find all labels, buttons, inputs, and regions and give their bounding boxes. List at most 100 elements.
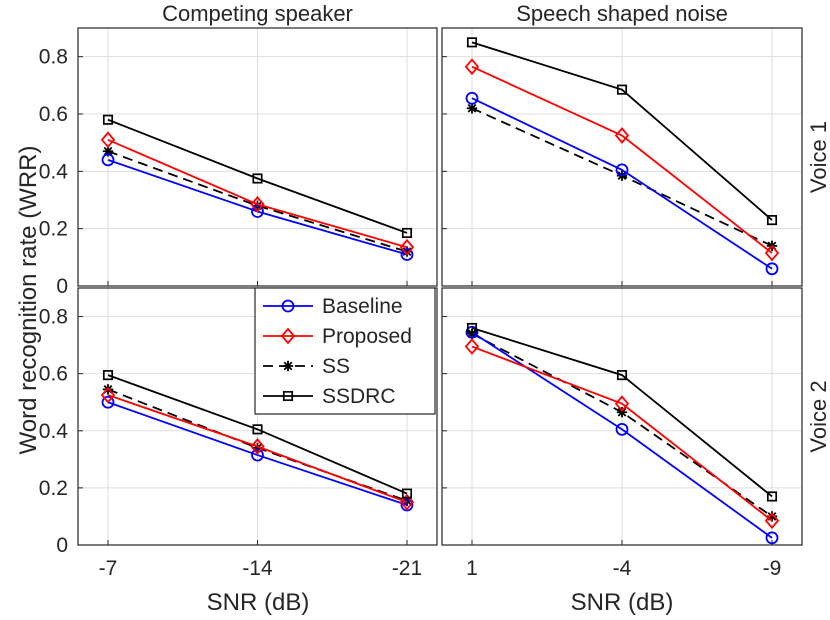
panel-r0c1-proposed-point-0	[464, 58, 480, 76]
row1-label: Voice 2	[806, 380, 830, 452]
panel-r0c1-series-ssdrc	[466, 37, 778, 226]
legend-proposed-label: Proposed	[322, 325, 412, 348]
panel-r1c0-proposed-line	[107, 394, 408, 504]
panel-r0c1-proposed-line	[471, 65, 773, 254]
panel-r0c0-ytick-label-3: 0.6	[39, 103, 68, 126]
panel-r1c1-proposed-point-2	[764, 512, 780, 530]
panel-r0c1-baseline-point-2	[765, 262, 779, 276]
panel-r0c1-baseline-point-0	[465, 91, 479, 105]
legend-ssdrc-marker	[282, 390, 294, 402]
panel-r1c0-ytick-label-2: 0.4	[39, 420, 69, 443]
panel-r0c1-series-proposed	[464, 58, 780, 262]
panel-r1c1-proposed-point-1	[614, 395, 630, 413]
panel-r0c0-ytick-label-1: 0.2	[39, 218, 68, 241]
panel-r1c0-baseline-line	[107, 401, 408, 506]
legend-ssdrc-label: SSDRC	[322, 385, 396, 408]
panel-r0c0-ssdrc-point-2	[401, 227, 413, 239]
panel-r1c0-ssdrc-line	[107, 374, 408, 495]
panel-r1c1-ss-point-0	[466, 328, 478, 339]
panel-r1c0-proposed-point-0	[100, 386, 116, 404]
panel-r1c1-series-proposed	[464, 338, 780, 530]
panel-r1c1-ssdrc-point-0	[466, 322, 478, 334]
panel-r1c0: 0 0.2 0.4 0.6 0.8 -7 -14 -21	[39, 287, 438, 580]
panel-r0c1-ssdrc-line	[471, 41, 773, 221]
panel-r1c1-baseline-point-0	[465, 325, 479, 339]
panel-r1c0-ytick-label-3: 0.6	[39, 363, 68, 386]
panel-r0c0-proposed-point-2	[399, 238, 415, 256]
panel-r0c0-proposed-line	[107, 138, 408, 249]
panel-r0c0-baseline-point-1	[251, 205, 264, 218]
panel-r1c1-ss-point-2	[766, 511, 778, 522]
panel-r1c0-xtick-label-2: -21	[392, 557, 422, 580]
legend-box	[254, 287, 436, 415]
panel-r1c1-xtick-label-2: -9	[763, 557, 782, 580]
panel-r0c1-series-baseline	[465, 91, 779, 276]
panel-r0c1-baseline-line	[471, 97, 773, 270]
panel-r0c0: 0 0.2 0.4 0.6 0.8 Competing speaker	[39, 1, 438, 298]
panel-r0c1-ss-point-0	[466, 103, 478, 114]
panel-r0c0-ssdrc-point-1	[252, 173, 263, 184]
panel-r0c0-baseline-point-0	[101, 153, 115, 167]
panel-r1c1-series-ssdrc	[466, 322, 778, 502]
panel-r1c0-xtick-label-1: -14	[242, 557, 273, 580]
panel-r0c0-frame	[77, 27, 438, 287]
legend-ss-label: SS	[322, 355, 350, 378]
legend-baseline-marker	[281, 299, 295, 313]
panel-r1c0-series-baseline	[101, 395, 414, 512]
panel-r1c0-ssdrc-point-1	[252, 424, 263, 435]
panel-r0c0-ss-point-2	[401, 246, 413, 257]
panel-r1c1-ssdrc-line	[471, 327, 773, 498]
panel-r0c0-baseline-point-2	[400, 248, 414, 261]
panel-r1c1-ss-point-1	[616, 407, 628, 418]
panel-r1c0-proposed-point-2	[399, 493, 415, 511]
panel-r0c0-ssdrc-line	[107, 118, 408, 234]
legend: Baseline Proposed SS SSDRC	[254, 287, 436, 415]
col1-title: Speech shaped noise	[516, 1, 728, 26]
panel-r1c1-ssdrc-point-1	[616, 370, 628, 381]
panel-r0c0-ss-point-0	[102, 146, 114, 157]
panel-r0c1-ssdrc-point-2	[766, 215, 778, 226]
panel-r1c0-ssdrc-point-0	[102, 370, 114, 381]
panel-r0c0-proposed-point-0	[100, 131, 116, 149]
panel-r0c1-ssdrc-point-1	[616, 84, 628, 95]
panel-r1c0-baseline-point-0	[101, 395, 115, 409]
panel-r0c0-series-proposed	[100, 131, 415, 256]
panel-r1c1-proposed-line	[471, 345, 773, 522]
panel-r0c1-ssdrc-point-0	[466, 37, 478, 48]
col0-title: Competing speaker	[162, 1, 353, 26]
panel-r1c1-xtick-label-0: 1	[466, 557, 478, 580]
panel-r1c0-ss-point-1	[252, 442, 263, 454]
row0-label: Voice 1	[806, 121, 830, 193]
panel-r1c0-proposed-point-1	[250, 438, 265, 455]
panel-r1c0-ssdrc-point-2	[401, 488, 413, 499]
panel-r1c0-ss-point-2	[401, 495, 413, 506]
panel-r1c1-baseline-point-1	[615, 422, 629, 436]
panel-r0c1: Speech shaped noise Voice 1	[441, 1, 830, 287]
legend-proposed-marker	[280, 327, 296, 345]
panel-r0c0-ssdrc-point-0	[102, 114, 114, 125]
panel-r1c1-xtick-label-1: -4	[613, 557, 632, 580]
panel-r0c0-ytick-label-4: 0.8	[39, 46, 68, 69]
x-axis-label-right: SNR (dB)	[571, 589, 674, 616]
legend-layer: Baseline Proposed SS SSDRC	[254, 287, 436, 415]
panel-r1c0-series-proposed	[100, 386, 415, 511]
panel-r0c1-baseline-point-1	[615, 163, 629, 177]
panel-r0c1-frame	[441, 27, 803, 287]
panel-r0c0-proposed-point-1	[250, 195, 265, 213]
panel-r1c1-frame	[441, 287, 803, 546]
x-axis-label-left: SNR (dB)	[207, 589, 310, 616]
panel-r1c0-baseline-point-1	[251, 448, 264, 462]
panel-r0c0-ytick-label-2: 0.4	[39, 160, 69, 183]
legend-ss-marker	[282, 360, 294, 372]
panel-r0c1-proposed-point-2	[764, 244, 780, 262]
panel-r0c0-series-ssdrc	[102, 114, 413, 239]
legend-baseline-label: Baseline	[322, 295, 403, 318]
panel-r0c1-proposed-point-1	[614, 127, 630, 144]
y-axis-label: Word recognition rate (WRR)	[15, 146, 42, 455]
panels-layer: 0 0.2 0.4 0.6 0.8 Competing speaker Speech sha…	[39, 1, 830, 580]
panel-r1c1-ssdrc-point-2	[766, 491, 778, 502]
panel-r0c0-ss-line	[107, 150, 408, 253]
panel-r1c1-baseline-point-2	[765, 531, 779, 545]
panel-r1c0-ytick-label-0: 0	[56, 534, 68, 557]
